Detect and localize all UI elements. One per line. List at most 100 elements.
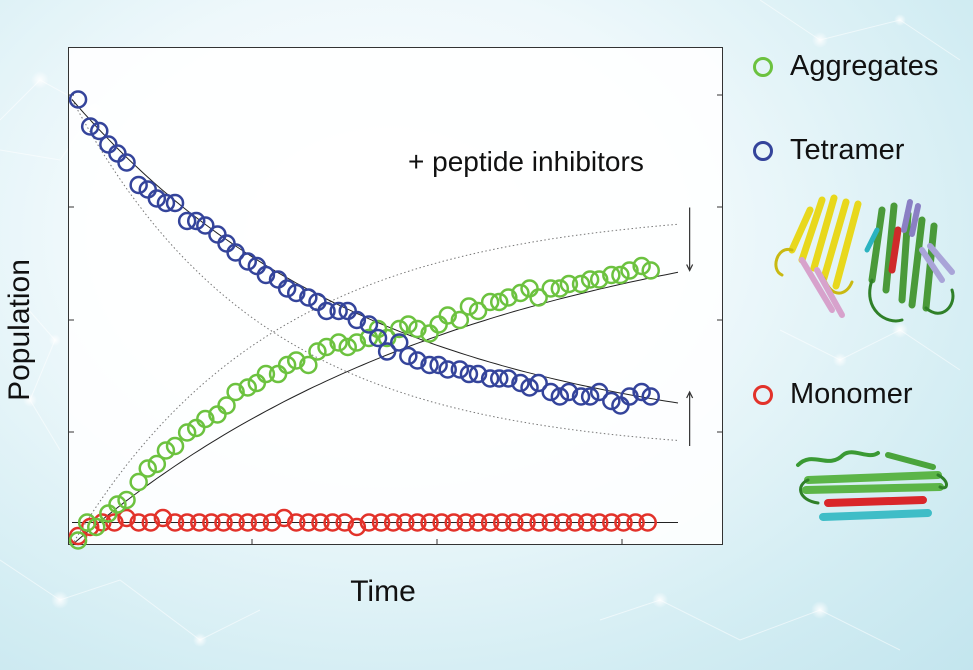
monomer-point xyxy=(347,517,367,537)
tetramer-point xyxy=(450,360,470,379)
aggregates-point xyxy=(286,351,306,370)
tetramer-point xyxy=(147,189,167,208)
monomer-point xyxy=(274,508,294,528)
tetramer-point xyxy=(468,364,488,384)
arrow-head-aggregates xyxy=(686,264,694,272)
tetramer-point xyxy=(489,369,509,388)
aggregates-point xyxy=(550,279,570,298)
tetramer-point xyxy=(196,216,215,235)
monomer-point xyxy=(238,513,257,532)
legend-item-monomer: Monomer xyxy=(753,378,913,411)
monomer-point xyxy=(638,513,657,532)
aggregates-point xyxy=(450,310,470,330)
monomer-point xyxy=(250,513,270,532)
monomer-point xyxy=(408,513,427,532)
monomer-point xyxy=(468,513,488,532)
monomer-point xyxy=(505,513,524,532)
tetramer-point xyxy=(459,364,479,384)
monomer-point xyxy=(602,513,621,532)
monomer-point xyxy=(226,513,245,532)
aggregates-point xyxy=(338,337,357,357)
monomer-point xyxy=(299,513,318,532)
aggregates-point xyxy=(602,265,621,285)
monomer-point xyxy=(565,513,585,532)
inhibitor-arrows xyxy=(686,207,694,446)
x-axis-label: Time xyxy=(350,575,416,608)
monomer-point xyxy=(141,513,161,532)
tetramer-point xyxy=(632,382,651,402)
legend-label-tetramer: Tetramer xyxy=(790,134,905,166)
tetramer-point xyxy=(529,373,548,393)
aggregates-point xyxy=(459,297,479,316)
aggregates-point xyxy=(147,454,167,474)
monomer-point xyxy=(153,508,173,528)
tetramer-point xyxy=(389,333,409,352)
tetramer-point xyxy=(399,346,418,366)
aggregates-point xyxy=(541,279,560,298)
aggregates-point xyxy=(68,531,88,550)
inhibitor-annotation: + peptide inhibitors xyxy=(408,146,644,177)
aggregates-point xyxy=(329,333,348,352)
tetramer-point xyxy=(359,315,379,334)
tetramer-point xyxy=(408,351,427,370)
monomer-point xyxy=(480,513,500,532)
monomer-point xyxy=(335,513,354,532)
tetramer-point xyxy=(186,211,206,231)
data-points xyxy=(68,90,660,550)
aggregates-point xyxy=(620,261,639,280)
monomer-point xyxy=(383,513,403,532)
tetramer-point xyxy=(420,355,439,375)
tetramer-point xyxy=(377,342,397,361)
plot-area xyxy=(68,47,723,545)
aggregates-point xyxy=(156,441,176,460)
aggregates-point xyxy=(299,355,318,375)
tetramer-point xyxy=(438,360,457,379)
aggregates-point xyxy=(571,274,591,294)
aggregates-point xyxy=(268,364,288,384)
tetramer-point xyxy=(129,175,148,195)
tetramer-point xyxy=(559,382,579,402)
monomer-point xyxy=(214,513,233,532)
monomer-point xyxy=(529,513,548,532)
tetramer-point xyxy=(238,252,257,271)
legend-label-monomer: Monomer xyxy=(790,378,913,410)
aggregates-point xyxy=(389,319,409,339)
monomer-point xyxy=(614,513,633,532)
legend-label-aggregates: Aggregates xyxy=(790,50,939,82)
aggregates-point xyxy=(559,274,579,294)
tetramer-point xyxy=(480,369,500,388)
aggregates-point xyxy=(499,288,518,307)
aggregates-point xyxy=(277,355,297,375)
aggregates-point xyxy=(117,490,136,510)
aggregates-point xyxy=(468,301,488,321)
tetramer-point xyxy=(317,301,336,321)
monomer-point xyxy=(626,513,645,532)
tetramer-structure-image xyxy=(774,194,955,323)
monomer-point xyxy=(190,513,209,532)
tetramer-point xyxy=(499,369,518,388)
monomer-point xyxy=(117,508,136,528)
aggregates-point xyxy=(86,517,106,537)
tetramer-point xyxy=(117,153,136,172)
aggregates-point xyxy=(196,409,215,429)
monomer-point xyxy=(165,513,185,532)
monomer-point xyxy=(359,513,379,532)
tetramer-point xyxy=(550,387,570,406)
monomer-point xyxy=(323,513,342,532)
tetramer-point xyxy=(90,121,109,141)
monomer-structure-image xyxy=(796,450,948,521)
tetramer-point xyxy=(368,328,388,348)
tetramer-point xyxy=(277,279,297,298)
tetramer-point xyxy=(511,373,530,393)
aggregates-point xyxy=(317,337,336,357)
inhibited-curve-aggregates xyxy=(71,223,679,546)
aggregates-point xyxy=(632,256,651,276)
monomer-marker-icon xyxy=(753,384,773,405)
monomer-point xyxy=(456,513,476,532)
tetramer-point xyxy=(580,387,600,406)
tetramer-point xyxy=(429,355,448,375)
tetramer-point xyxy=(641,387,660,406)
aggregates-point xyxy=(529,288,548,307)
monomer-point xyxy=(553,513,573,532)
monomer-point xyxy=(202,513,221,532)
